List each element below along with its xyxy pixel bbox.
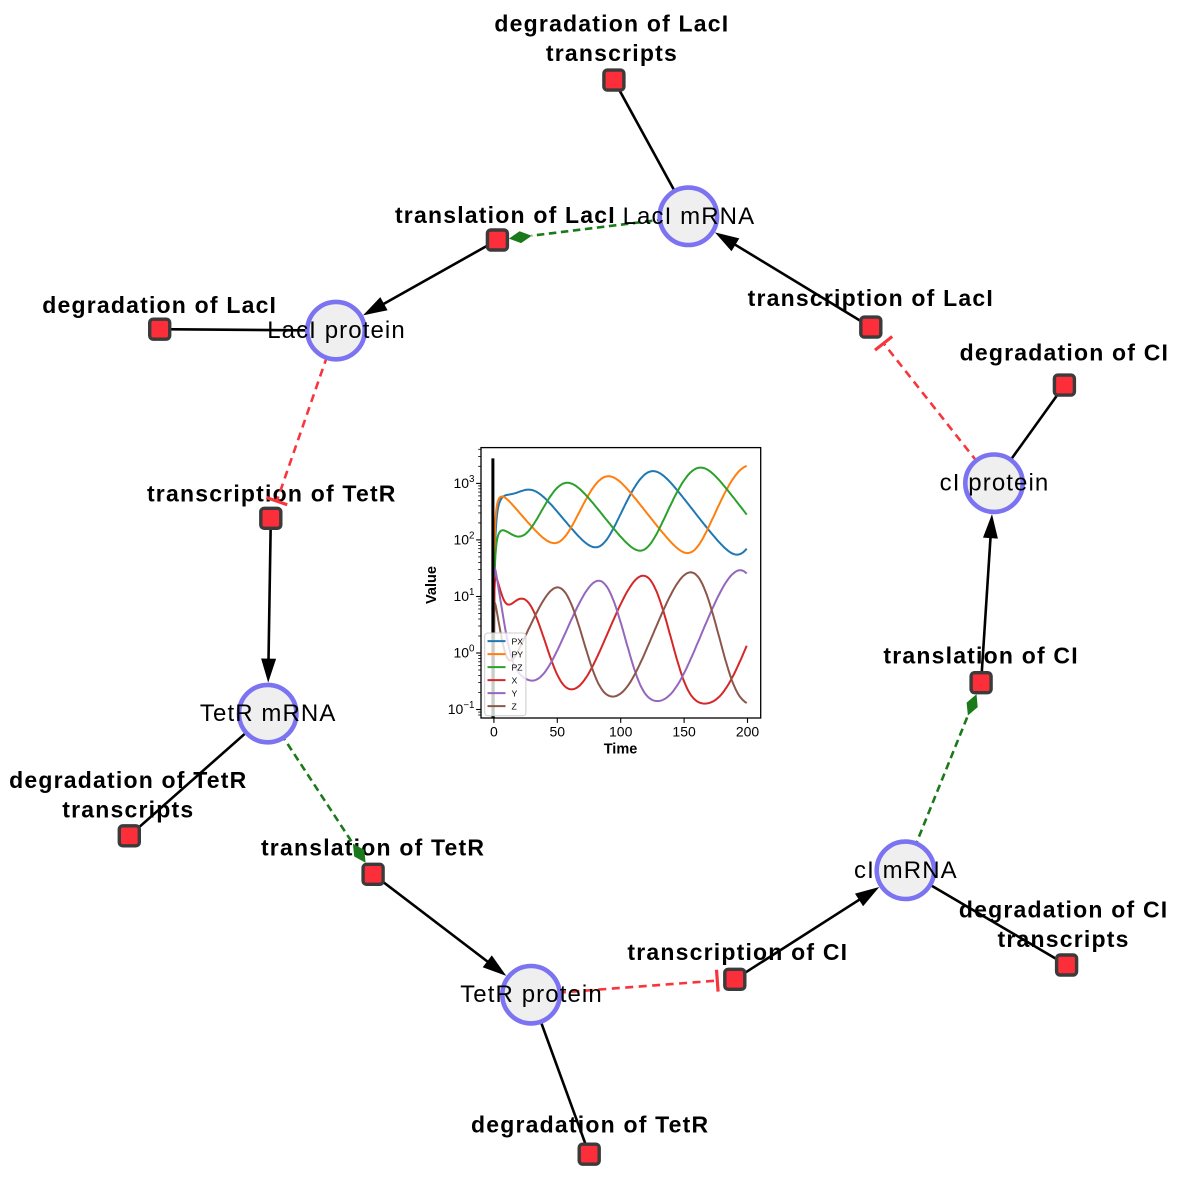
svg-text:PX: PX (512, 636, 524, 646)
svg-text:transcription of LacI: transcription of LacI (748, 285, 994, 311)
svg-text:transcripts: transcripts (62, 797, 194, 823)
svg-text:0: 0 (490, 724, 498, 740)
svg-text:50: 50 (550, 724, 566, 740)
svg-text:translation of LacI: translation of LacI (395, 202, 616, 228)
svg-text:transcription of TetR: transcription of TetR (147, 480, 397, 506)
svg-text:degradation of LacI: degradation of LacI (494, 11, 729, 37)
svg-text:Time: Time (604, 742, 638, 758)
svg-text:X: X (512, 675, 518, 685)
svg-text:LacI protein: LacI protein (267, 317, 406, 344)
svg-text:LacI mRNA: LacI mRNA (623, 203, 756, 230)
svg-text:PY: PY (512, 649, 524, 659)
svg-text:Value: Value (424, 566, 440, 604)
svg-text:PZ: PZ (512, 662, 524, 672)
svg-text:transcripts: transcripts (546, 40, 678, 66)
svg-text:degradation of LacI: degradation of LacI (42, 292, 277, 318)
svg-text:Z: Z (512, 701, 518, 711)
svg-text:200: 200 (736, 724, 760, 740)
svg-text:150: 150 (672, 724, 696, 740)
svg-text:degradation of CI: degradation of CI (959, 896, 1169, 922)
svg-text:TetR mRNA: TetR mRNA (200, 700, 337, 727)
svg-text:degradation of CI: degradation of CI (960, 340, 1170, 366)
svg-text:degradation of TetR: degradation of TetR (471, 1112, 709, 1138)
svg-text:cI mRNA: cI mRNA (854, 857, 958, 884)
svg-text:translation of CI: translation of CI (883, 642, 1078, 668)
svg-text:Y: Y (512, 688, 518, 698)
svg-text:degradation of TetR: degradation of TetR (9, 767, 247, 793)
svg-text:transcripts: transcripts (998, 926, 1130, 952)
svg-text:100: 100 (609, 724, 633, 740)
svg-text:transcription of CI: transcription of CI (627, 939, 848, 965)
svg-text:TetR protein: TetR protein (460, 981, 603, 1008)
svg-text:translation of TetR: translation of TetR (261, 834, 485, 860)
svg-text:cI protein: cI protein (940, 470, 1050, 497)
